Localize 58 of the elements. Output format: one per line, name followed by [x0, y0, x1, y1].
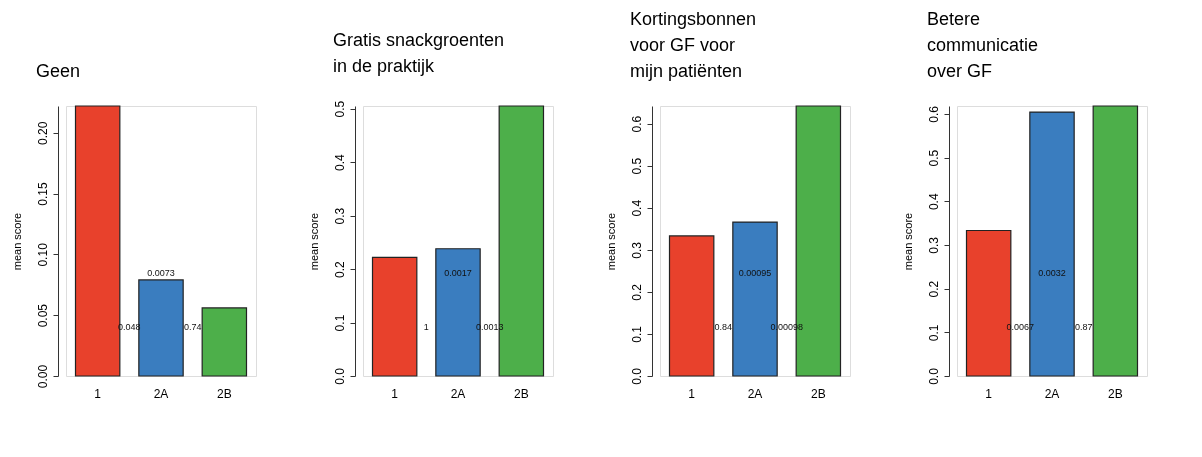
y-axis-title: mean score	[307, 212, 320, 271]
bar	[668, 235, 715, 377]
y-tick-label: 0.1	[926, 324, 941, 342]
y-axis-title: mean score	[604, 212, 617, 271]
bar	[371, 256, 418, 377]
annotation: 0.0073	[147, 268, 175, 279]
chart-title: Kortingsbonnen voor GF voor mijn patiënten	[630, 9, 757, 82]
x-tick-label: 2B	[1107, 386, 1123, 401]
x-tick-label: 2B	[513, 386, 529, 401]
y-tick-label: 0.4	[629, 199, 644, 217]
y-tick-label: 0.2	[332, 260, 347, 278]
y-tick-label: 0.20	[35, 121, 50, 145]
x-tick-label: 2B	[810, 386, 826, 401]
annotation: 0.74	[183, 322, 202, 333]
chart-title: Geen	[36, 61, 81, 82]
y-tick-label: 0.5	[332, 100, 347, 118]
annotation: 0.00095	[738, 268, 772, 279]
y-tick-label: 0.1	[629, 325, 644, 343]
y-tick-label: 0.10	[35, 242, 50, 267]
chart-title: Gratis snackgroenten in de praktijk	[333, 30, 505, 77]
x-tick-label: 2A	[450, 386, 466, 401]
y-axis-title: mean score	[10, 212, 23, 271]
y-tick-label: 0.5	[629, 157, 644, 175]
y-tick-label: 0.3	[332, 207, 347, 225]
y-tick-label: 0.3	[926, 236, 941, 254]
x-tick-label: 1	[391, 386, 399, 401]
y-axis-title: mean score	[901, 212, 914, 271]
x-tick-label: 2B	[216, 386, 232, 401]
chart-title: Betere communicatie over GF	[927, 9, 1039, 82]
y-tick-label: 0.0	[332, 367, 347, 385]
x-tick-label: 1	[688, 386, 696, 401]
annotation: 0.87	[1074, 322, 1093, 333]
y-tick-label: 0.00	[35, 364, 50, 389]
y-tick-label: 0.6	[629, 115, 644, 133]
x-tick-label: 1	[985, 386, 993, 401]
x-tick-label: 2A	[747, 386, 763, 401]
y-tick-label: 0.05	[35, 303, 50, 328]
bar	[138, 279, 184, 377]
y-tick-label: 0.2	[926, 280, 941, 298]
bar	[201, 307, 248, 377]
bar	[1092, 105, 1139, 377]
annotation: 0.84	[714, 322, 733, 333]
y-tick-label: 0.0	[629, 367, 644, 385]
x-tick-label: 1	[94, 386, 102, 401]
annotation: 0.0032	[1038, 268, 1066, 279]
y-tick-label: 0.15	[35, 182, 50, 206]
y-tick-label: 0.4	[926, 193, 941, 211]
y-tick-label: 0.0	[926, 367, 941, 385]
y-tick-label: 0.5	[926, 149, 941, 167]
annotation: 1	[423, 322, 429, 333]
y-tick-label: 0.4	[332, 153, 347, 171]
y-tick-label: 0.3	[629, 241, 644, 259]
y-tick-label: 0.1	[332, 314, 347, 332]
y-tick-label: 0.2	[629, 283, 644, 301]
annotation: 0.0017	[444, 268, 472, 279]
x-tick-label: 2A	[1044, 386, 1060, 401]
y-tick-label: 0.6	[926, 105, 941, 123]
x-tick-label: 2A	[153, 386, 169, 401]
